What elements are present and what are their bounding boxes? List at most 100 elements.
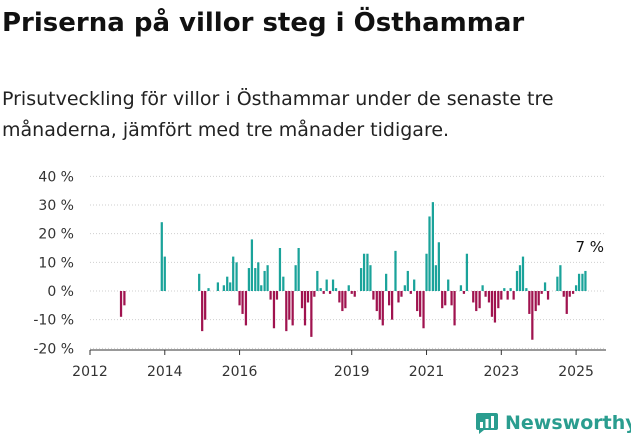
bar [584, 270, 587, 291]
bar [571, 291, 575, 294]
bar [353, 291, 356, 297]
bar [422, 291, 425, 329]
bar [400, 291, 403, 297]
bar [241, 291, 244, 314]
bar [359, 268, 363, 291]
bar [497, 291, 500, 309]
bar [303, 291, 307, 326]
bar [334, 288, 338, 291]
newsworthy-logo-icon [476, 413, 498, 434]
bar [391, 291, 394, 320]
bar [493, 291, 497, 323]
bar [537, 291, 540, 306]
bar [331, 279, 335, 291]
bar [338, 291, 341, 303]
bar [562, 291, 565, 297]
x-tick-label: 2014 [147, 364, 183, 380]
bar [385, 273, 388, 291]
bar [403, 285, 406, 291]
last-value-label: 7 % [576, 238, 605, 256]
bar [247, 268, 251, 291]
bar [250, 239, 254, 291]
bar [518, 265, 522, 291]
bar [313, 291, 316, 297]
bar [478, 291, 481, 309]
bar [362, 253, 366, 291]
bar [260, 285, 263, 291]
bar [484, 291, 487, 297]
bar [291, 291, 294, 326]
bar [328, 291, 332, 294]
bar [465, 253, 469, 291]
bar [416, 291, 419, 312]
x-tick-label: 2021 [409, 364, 445, 380]
bar [409, 291, 412, 294]
x-tick-label: 2016 [222, 364, 258, 380]
bar [528, 291, 531, 314]
bar [490, 291, 494, 317]
bar [419, 291, 422, 317]
bar [444, 291, 447, 306]
bar [413, 279, 416, 291]
bar [285, 291, 288, 332]
bar [556, 276, 559, 291]
bar [266, 265, 269, 291]
bar [503, 288, 506, 291]
chart-subtitle: Prisutveckling för villor i Östhammar un… [2, 88, 554, 141]
x-tick-label: 2019 [334, 364, 370, 380]
bar [512, 291, 515, 300]
bar [319, 288, 322, 291]
bar [306, 291, 310, 303]
bar [472, 291, 475, 303]
bar [487, 291, 491, 303]
bar [369, 265, 372, 291]
bar [347, 285, 350, 291]
bar [397, 291, 400, 303]
bar [378, 291, 381, 320]
bar [577, 273, 581, 291]
bar [500, 291, 503, 300]
bar [294, 265, 297, 291]
bar [232, 256, 235, 291]
bar [229, 282, 232, 291]
bar [216, 282, 219, 291]
bar [269, 291, 272, 300]
bar [540, 291, 543, 294]
y-tick-label: 0 % [47, 284, 74, 300]
bar [481, 285, 484, 291]
bar [282, 276, 285, 291]
bar [263, 270, 266, 291]
bar [565, 291, 568, 314]
y-tick-label: -20 % [33, 341, 74, 357]
bar [235, 262, 238, 291]
bar [344, 291, 347, 309]
bar [441, 291, 444, 309]
bar [297, 248, 300, 291]
bar [506, 291, 509, 300]
bar [198, 273, 201, 291]
bar [453, 291, 456, 326]
bar [428, 216, 431, 291]
y-tick-label: 10 % [38, 255, 74, 271]
bar [222, 285, 225, 291]
bar [394, 250, 397, 291]
bar [366, 253, 369, 291]
bar [375, 291, 378, 312]
bar [123, 291, 126, 306]
bar [226, 276, 229, 291]
bar [238, 291, 241, 306]
bar [450, 291, 453, 306]
y-tick-label: 20 % [38, 227, 74, 243]
y-tick-label: -10 % [33, 313, 74, 329]
bar [119, 291, 123, 317]
bar [310, 291, 313, 337]
bar [509, 288, 512, 291]
bar [207, 288, 210, 291]
bar [278, 248, 282, 291]
bar [447, 279, 450, 291]
bar [316, 270, 319, 291]
bar [559, 265, 562, 291]
bar [515, 270, 519, 291]
bar [431, 202, 434, 291]
